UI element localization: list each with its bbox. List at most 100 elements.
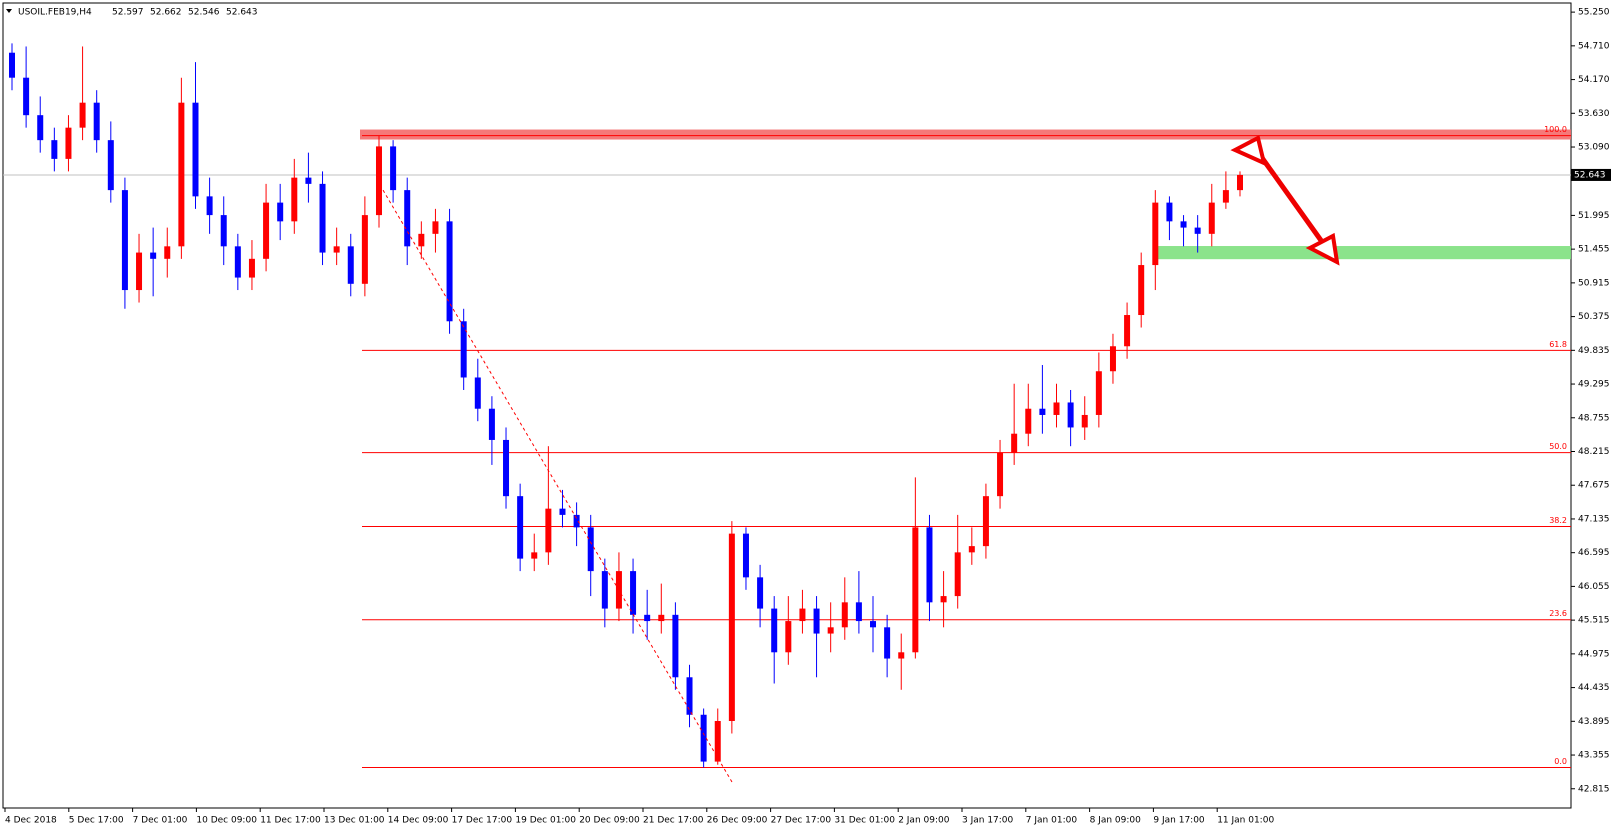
- candle-body: [347, 246, 354, 284]
- x-tick-label: 11 Jan 01:00: [1217, 816, 1274, 826]
- fib-label: 50.0: [1549, 442, 1567, 451]
- y-tick-label: 47.675: [1578, 481, 1610, 491]
- candle-body: [1081, 414, 1088, 428]
- candle-body: [446, 221, 453, 322]
- candle-body: [742, 533, 749, 578]
- candle-body: [672, 614, 679, 678]
- x-tick-label: 3 Jan 17:00: [962, 816, 1014, 826]
- y-tick-label: 48.755: [1578, 413, 1610, 423]
- y-tick-label: 48.215: [1578, 447, 1610, 457]
- candle-body: [1095, 371, 1102, 415]
- candle-body: [1109, 346, 1116, 372]
- candle-body: [404, 190, 411, 247]
- y-tick-label: 46.595: [1578, 548, 1610, 558]
- candle-body: [601, 571, 608, 609]
- x-tick-label: 17 Dec 17:00: [452, 816, 513, 826]
- x-tick-label: 4 Dec 2018: [5, 816, 57, 826]
- zone: [1155, 246, 1571, 260]
- arrow-head: [1230, 135, 1267, 167]
- header-price: 52.662: [150, 8, 182, 18]
- candle-body: [305, 177, 312, 184]
- candle-body: [1039, 408, 1046, 415]
- candle-body: [997, 452, 1004, 497]
- candle-body: [968, 546, 975, 553]
- x-tick-label: 10 Dec 09:00: [196, 816, 257, 826]
- candle-body: [785, 621, 792, 653]
- x-tick-label: 26 Dec 09:00: [707, 816, 768, 826]
- candle-body: [912, 527, 919, 653]
- x-tick-label: 7 Dec 01:00: [133, 816, 188, 826]
- candle-body: [982, 496, 989, 547]
- candle-body: [714, 720, 721, 762]
- x-tick-label: 14 Dec 09:00: [388, 816, 449, 826]
- candle-body: [813, 608, 820, 634]
- candle-body: [9, 52, 15, 78]
- candle-body: [503, 439, 510, 497]
- candle-body: [136, 252, 143, 291]
- header-price: 52.546: [188, 8, 220, 18]
- y-tick-label: 43.895: [1578, 717, 1610, 727]
- candle-body: [926, 527, 933, 603]
- y-tick-label: 53.630: [1578, 109, 1610, 119]
- menu-triangle[interactable]: [6, 9, 12, 13]
- zone: [360, 129, 1571, 140]
- y-tick-label: 49.835: [1578, 346, 1610, 356]
- y-tick-label: 54.710: [1578, 41, 1610, 51]
- candle-body: [1152, 202, 1159, 266]
- candle-body: [1237, 174, 1243, 191]
- candle-body: [291, 177, 298, 222]
- x-tick-label: 9 Jan 17:00: [1153, 816, 1205, 826]
- candle-body: [192, 102, 199, 197]
- candle-body: [630, 571, 637, 615]
- candle-body: [488, 408, 495, 440]
- x-tick-label: 13 Dec 01:00: [324, 816, 385, 826]
- plot-frame: [2, 2, 1572, 809]
- candle-body: [587, 527, 594, 572]
- candle-body: [1180, 221, 1187, 228]
- candle-body: [432, 221, 439, 234]
- candle-body: [841, 602, 848, 628]
- candle-body: [1166, 202, 1173, 222]
- candle-body: [954, 552, 961, 597]
- y-tick-label: 51.455: [1578, 245, 1610, 255]
- candle-body: [1194, 227, 1201, 234]
- y-tick-label: 53.090: [1578, 143, 1610, 153]
- candle-body: [248, 258, 255, 278]
- candle-body: [771, 608, 778, 653]
- y-tick-label: 44.435: [1578, 683, 1610, 693]
- candle-body: [277, 202, 284, 222]
- y-tick-label: 51.995: [1578, 211, 1610, 221]
- x-tick-label: 2 Jan 09:00: [898, 816, 950, 826]
- y-tick-label: 47.135: [1578, 514, 1610, 524]
- arrow-shaft: [1252, 146, 1328, 248]
- candle-body: [1138, 265, 1145, 316]
- candle-body: [178, 102, 185, 247]
- candle-body: [545, 508, 552, 553]
- candle-body: [940, 596, 947, 603]
- candle-body: [375, 146, 382, 216]
- candle-body: [220, 215, 227, 247]
- candle-body: [573, 514, 580, 528]
- candle-body: [206, 196, 213, 216]
- candle-body: [150, 252, 157, 259]
- arrow-head: [1305, 232, 1340, 266]
- x-tick-label: 20 Dec 09:00: [579, 816, 640, 826]
- y-tick-label: 43.355: [1578, 751, 1610, 761]
- candle-body: [686, 677, 693, 715]
- candle-body: [728, 533, 735, 721]
- x-tick-label: 5 Dec 17:00: [69, 816, 124, 826]
- candle-body: [517, 496, 524, 559]
- y-tick-label: 55.250: [1578, 8, 1610, 18]
- y-tick-label: 49.295: [1578, 380, 1610, 390]
- candle-body: [390, 146, 397, 191]
- candle-body: [460, 321, 467, 378]
- last-price-label: 52.643: [1574, 170, 1606, 180]
- candle-body: [870, 621, 877, 628]
- candle-body: [1053, 402, 1060, 415]
- last-price-box: [1571, 168, 1611, 181]
- candle-body: [93, 102, 100, 141]
- candle-body: [644, 614, 651, 622]
- candle-body: [361, 215, 368, 284]
- candle-body: [1208, 202, 1215, 234]
